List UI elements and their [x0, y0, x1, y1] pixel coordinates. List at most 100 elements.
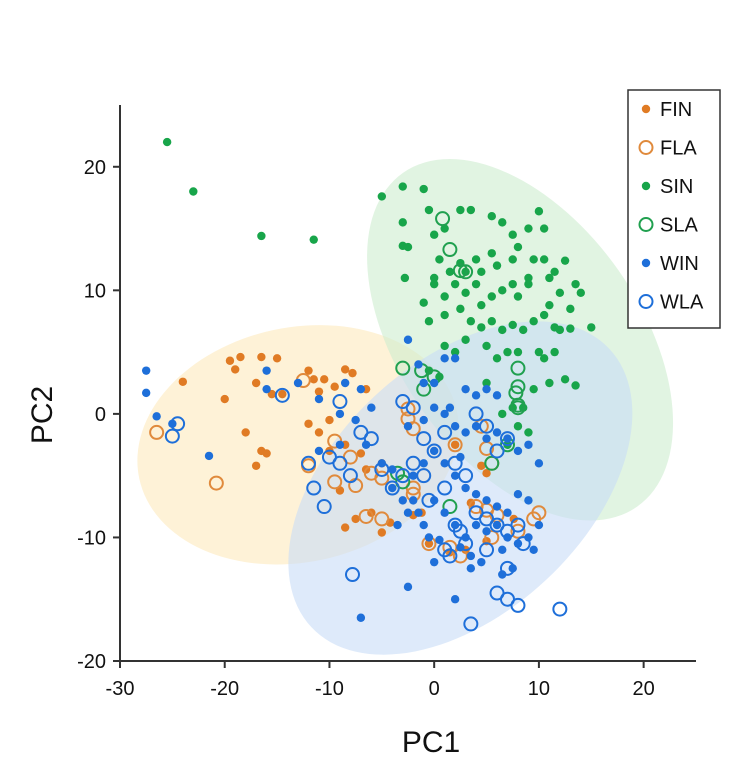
point-sin [309, 235, 318, 244]
point-wla [442, 548, 458, 564]
point-wla [510, 517, 526, 533]
point-sin [545, 273, 554, 283]
point-win [471, 490, 481, 499]
point-fin [267, 389, 277, 399]
point-wla [332, 455, 348, 471]
point-win [461, 428, 470, 437]
point-win [419, 415, 428, 425]
point-win [403, 422, 413, 431]
point-sin [555, 325, 565, 335]
point-sin [550, 347, 559, 357]
point-sla [510, 379, 526, 395]
point-sin [487, 317, 496, 326]
point-wla [479, 418, 495, 434]
point-fin [314, 428, 324, 437]
point-win [508, 564, 517, 573]
point-fin [450, 440, 460, 449]
legend-label-fin: FIN [660, 99, 692, 121]
point-sin [440, 341, 449, 351]
point-fin [236, 352, 245, 362]
legend-label-win: WIN [660, 253, 699, 275]
point-sin [487, 249, 496, 258]
point-sin [424, 205, 434, 215]
point-win [440, 459, 449, 468]
point-win [424, 533, 434, 542]
point-win [440, 409, 449, 419]
y-tick-label: -20 [77, 651, 106, 673]
y-tick-label: 0 [95, 404, 106, 426]
point-sin [482, 378, 491, 388]
legend: FIN FLA SIN SLA WIN WLA [627, 89, 721, 329]
point-sin [519, 325, 528, 335]
point-win [429, 557, 439, 567]
point-wla [416, 468, 432, 484]
point-sin [508, 255, 517, 264]
point-sin [566, 304, 575, 314]
point-fin [241, 428, 250, 437]
point-fin [356, 449, 366, 458]
y-tick-label: -10 [77, 527, 106, 549]
point-win [503, 434, 512, 443]
point-fin [272, 354, 282, 363]
point-sin [257, 231, 266, 241]
point-sin [492, 354, 502, 363]
point-win [388, 465, 397, 474]
point-win [471, 422, 481, 431]
point-sla [435, 211, 451, 227]
point-sin [482, 341, 491, 351]
point-sin [419, 184, 428, 194]
x-tick-label: 20 [633, 678, 655, 700]
point-sin [524, 279, 533, 289]
point-win [314, 394, 324, 404]
point-win [445, 403, 455, 412]
point-win [450, 354, 460, 363]
point-win [456, 452, 465, 462]
x-tick-label: 0 [429, 678, 440, 700]
point-sin [508, 320, 517, 330]
point-sin [576, 288, 585, 298]
legend-box [627, 89, 721, 329]
point-win [482, 434, 491, 443]
point-sin [398, 241, 407, 251]
point-fin [304, 366, 313, 375]
point-sin [498, 325, 507, 335]
point-wla [447, 455, 463, 471]
point-win [477, 557, 486, 567]
point-sin [398, 218, 407, 227]
point-wla [274, 387, 290, 403]
point-sin [450, 347, 460, 357]
point-sla [458, 264, 474, 280]
point-sin [498, 409, 507, 419]
point-sin [162, 137, 172, 147]
point-win [356, 613, 366, 622]
point-wla [363, 431, 379, 447]
point-wla [344, 567, 360, 583]
point-win [461, 384, 470, 394]
point-sla [484, 455, 500, 471]
point-wla [306, 480, 322, 496]
point-win [466, 551, 476, 561]
point-win [471, 520, 481, 530]
point-wla [437, 480, 453, 496]
point-win [440, 354, 449, 363]
point-sin [539, 255, 549, 264]
point-sin [560, 256, 570, 265]
point-fla [208, 475, 224, 491]
point-fin [340, 365, 350, 374]
point-win [524, 533, 533, 542]
point-wla [384, 480, 400, 496]
point-sin [503, 347, 512, 357]
point-wla [499, 431, 515, 447]
point-win [482, 384, 491, 394]
point-wla [458, 468, 474, 484]
point-sin [508, 230, 517, 239]
point-sin [539, 224, 549, 233]
x-tick-label: -10 [315, 678, 344, 700]
point-win [429, 496, 439, 505]
point-sin [471, 255, 481, 264]
point-fin [330, 382, 339, 391]
point-sin [534, 347, 544, 357]
point-win [409, 471, 418, 480]
point-win [340, 378, 350, 388]
point-sin [529, 255, 538, 264]
